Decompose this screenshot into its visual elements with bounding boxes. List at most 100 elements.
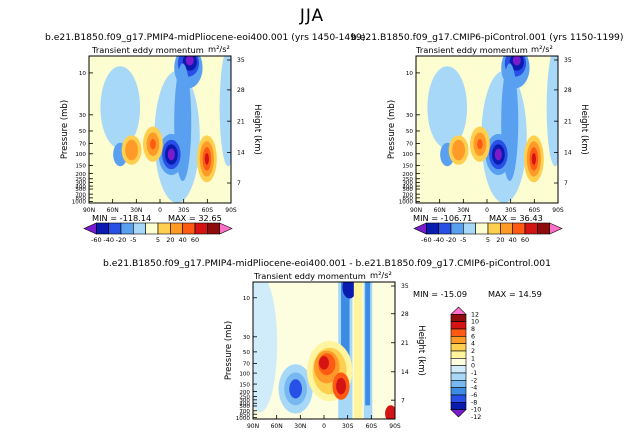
x-tick-label: 60N (434, 207, 446, 214)
y-tick-label: 300 (402, 181, 413, 187)
colorbar-label: 5 (156, 236, 160, 244)
positive-core (477, 139, 483, 150)
x-tick-label: 60S (529, 207, 541, 214)
panel-3-min: MIN = -15.09 (413, 289, 468, 299)
y-right-tick-label: 28 (401, 311, 409, 318)
colorbar-swatch (475, 222, 489, 235)
colorbar-swatch (450, 358, 467, 366)
y-tick-label: 150 (239, 382, 250, 388)
y-axis-label: Pressure (mb) (387, 100, 397, 159)
panel-3-label: Transient eddy momentum (254, 271, 366, 281)
colorbar-swatch (487, 222, 501, 235)
y-tick-label: 30 (79, 113, 87, 119)
colorbar-swatch (170, 222, 183, 235)
colorbar-label: -6 (471, 392, 477, 399)
x-tick-label: 30N (457, 207, 469, 214)
figure-title: JJA (299, 6, 325, 26)
colorbar-swatch (524, 222, 538, 235)
y-tick-label: 10 (406, 71, 414, 77)
colorbar-swatch (108, 222, 122, 235)
y-right-tick-label: 28 (564, 87, 572, 94)
y-tick-label: 400 (75, 184, 86, 190)
colorbar-swatch (450, 314, 467, 322)
colorbar-swatch (194, 222, 208, 235)
y-right-tick-label: 7 (564, 180, 568, 187)
panel-2-units: m²/s² (531, 44, 553, 54)
panel-2-max: MAX = 36.43 (489, 213, 543, 223)
colorbar-label: -12 (471, 414, 481, 421)
y-tick-label: 300 (239, 398, 250, 404)
colorbar-swatch (96, 222, 109, 235)
x-tick-label: 30S (505, 207, 517, 214)
negative-band (365, 282, 371, 406)
negative-core (167, 148, 175, 161)
y-axis-label: Pressure (mb) (224, 321, 234, 380)
x-tick-label: 60N (107, 207, 119, 214)
colorbar-label: 40 (179, 236, 187, 244)
panel-2-axes: 90N 60N 30N 0 30S 60S 90S103050701001502002503… (387, 57, 589, 214)
x-tick-label: 60S (202, 207, 214, 214)
colorbar-label: 20 (166, 236, 174, 244)
colorbar-label: -40 (433, 236, 444, 244)
negative-region (219, 56, 231, 167)
y-tick-label: 700 (75, 192, 86, 198)
colorbar-swatch (426, 222, 439, 235)
colorbar-swatch (450, 409, 467, 418)
x-tick-label: 30S (178, 207, 190, 214)
negative-band (341, 282, 350, 385)
colorbar-swatch (450, 343, 467, 352)
negative-core (289, 379, 302, 399)
y-right-tick-label: 35 (564, 57, 572, 64)
y-right-axis-label: Height (km) (252, 104, 262, 155)
y-tick-label: 70 (243, 362, 251, 368)
colorbar-swatch (207, 222, 220, 235)
y-tick-label: 100 (75, 152, 86, 158)
negative-core (494, 148, 502, 161)
colorbar-label: -1 (471, 370, 477, 377)
y-right-tick-label: 21 (401, 340, 409, 347)
negative-core (512, 56, 521, 66)
colorbar-label: -60 (421, 236, 432, 244)
x-tick-label: 0 (158, 207, 162, 214)
y-tick-label: 30 (243, 335, 251, 341)
y-right-axis-label: Height (km) (416, 325, 426, 376)
colorbar-swatch (182, 222, 196, 235)
positive-core (531, 153, 536, 165)
x-tick-label: 90S (552, 207, 564, 214)
y-right-tick-label: 14 (401, 369, 409, 376)
positive-core (452, 139, 465, 161)
y-tick-label: 1000 (236, 416, 251, 422)
colorbar-swatch (438, 222, 452, 235)
colorbar-swatch (537, 222, 550, 235)
colorbar-label: 1 (471, 355, 475, 362)
negative-region (253, 282, 278, 413)
panel-1-units: m²/s² (208, 44, 230, 54)
x-tick-label: 0 (322, 423, 326, 430)
negative-region (546, 56, 558, 167)
colorbar-swatch (463, 222, 476, 235)
y-tick-label: 100 (239, 371, 250, 377)
x-tick-label: 60N (271, 423, 283, 430)
y-tick-label: 250 (75, 177, 86, 183)
y-tick-label: 250 (402, 177, 413, 183)
panel-3-axes: 90N 60N 30N 0 30S 60S 90S103050701001502002503… (224, 283, 426, 430)
x-tick-label: 30N (130, 207, 142, 214)
positive-core (150, 139, 156, 150)
y-right-tick-label: 35 (401, 283, 409, 290)
positive-core (336, 377, 347, 395)
y-tick-label: 1000 (399, 200, 414, 206)
colorbar-label: 2 (471, 348, 475, 355)
y-tick-label: 70 (79, 142, 87, 148)
colorbar-swatch (450, 350, 467, 359)
colorbar-label: -10 (471, 407, 481, 414)
x-tick-label: 0 (485, 207, 489, 214)
y-tick-label: 850 (239, 412, 250, 418)
panel-3-title: b.e21.B1850.f09_g17.PMIP4-midPliocene-eo… (103, 258, 551, 269)
panel-1-title: b.e21.B1850.f09_g17.PMIP4-midPliocene-eo… (45, 32, 366, 43)
y-right-axis-label: Height (km) (579, 104, 589, 155)
colorbar-swatch (450, 365, 467, 374)
colorbar-swatch (145, 222, 159, 235)
negative-core (185, 56, 194, 66)
